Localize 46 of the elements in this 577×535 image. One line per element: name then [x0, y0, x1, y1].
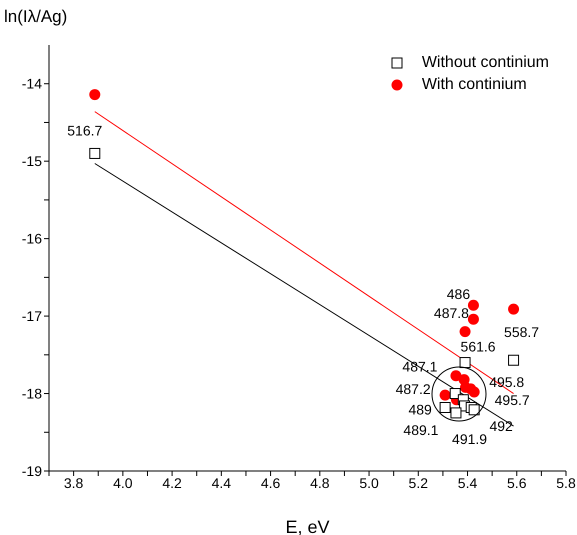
point	[468, 404, 480, 416]
text: 4.0	[113, 474, 133, 491]
annotation: 487.8	[434, 305, 470, 322]
point	[508, 354, 520, 366]
x-tick-label: 5.2	[408, 474, 428, 491]
point	[450, 407, 462, 418]
point	[450, 388, 461, 400]
annotation: 492	[489, 418, 514, 434]
annotation: 495.7	[494, 392, 530, 408]
annotation: 491.9	[452, 430, 488, 447]
annotation: 487.2	[396, 381, 431, 398]
annotation: 516.7	[67, 122, 103, 138]
y-axis-title: ln(Iλ/Ag)	[4, 7, 68, 26]
legend-label: Without continium	[422, 53, 549, 73]
point	[460, 326, 471, 338]
y-tick-label: -19	[22, 462, 42, 479]
x-tick-label: 5.6	[507, 474, 527, 491]
x-tick-label: 4.8	[310, 474, 330, 491]
point	[89, 89, 100, 100]
y-tick-label: -17	[22, 308, 42, 324]
point	[508, 304, 520, 315]
point	[440, 390, 451, 401]
point	[468, 314, 479, 325]
annotation: 486	[446, 286, 470, 302]
annotation: 558.7	[504, 324, 540, 340]
annotation: 561.6	[460, 338, 496, 355]
y-tick-label: -15	[22, 153, 42, 170]
text: 5.0	[359, 474, 379, 491]
point	[460, 357, 471, 368]
x-tick-label: 5.8	[556, 474, 576, 491]
y-tick-label: -16	[22, 230, 42, 247]
point	[468, 300, 479, 311]
point	[468, 386, 480, 398]
x-tick-label: 3.8	[64, 474, 84, 491]
x-tick-label: 5.4	[458, 474, 478, 491]
annotation: 489	[408, 401, 432, 418]
x-tick-label: 4.6	[260, 474, 281, 491]
point	[440, 402, 451, 413]
x-axis-title: E, eV	[285, 517, 330, 535]
y-tick-label: -18	[22, 386, 42, 402]
point	[89, 148, 100, 159]
legend-label: With continium	[422, 75, 527, 95]
x-tick-label: 4.4	[212, 474, 232, 491]
x-tick-label: 4.2	[162, 474, 182, 491]
annotation: 489.1	[403, 422, 439, 438]
y-tick-label: -14	[22, 76, 42, 92]
